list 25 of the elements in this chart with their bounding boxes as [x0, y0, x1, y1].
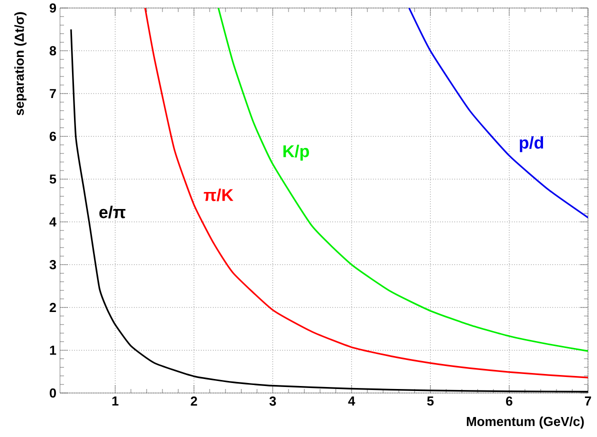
- x-tick-label: 6: [506, 396, 512, 406]
- x-tick-label: 7: [584, 396, 592, 406]
- y-tick-label: 8: [50, 46, 56, 56]
- series-label: e/π: [99, 206, 126, 218]
- y-tick-label: 0: [50, 388, 56, 398]
- x-tick-label: 2: [190, 396, 198, 406]
- series-label: p/d: [520, 136, 544, 152]
- x-tick-label: 1: [112, 396, 118, 406]
- y-tick-label: 3: [50, 260, 56, 270]
- x-tick-label: 5: [427, 396, 434, 406]
- y-tick-label: 5: [50, 174, 56, 184]
- line-series: [408, 8, 588, 218]
- y-tick-label: 9: [50, 3, 56, 13]
- x-tick-label: 4: [348, 396, 356, 406]
- x-axis-title: Momentum (GeV/c): [466, 416, 584, 429]
- y-tick-label: 2: [50, 302, 56, 312]
- y-axis-title: separation (Δt/σ): [14, 12, 26, 116]
- y-tick-label: 4: [49, 217, 56, 226]
- series-label: K/p: [283, 144, 309, 161]
- y-tick-label: 7: [50, 89, 56, 98]
- y-tick-label: 6: [50, 132, 56, 141]
- x-tick-label: 3: [269, 396, 276, 406]
- series-label: π/K: [204, 188, 234, 202]
- y-tick-label: 1: [50, 346, 56, 355]
- line-series: [144, 8, 588, 378]
